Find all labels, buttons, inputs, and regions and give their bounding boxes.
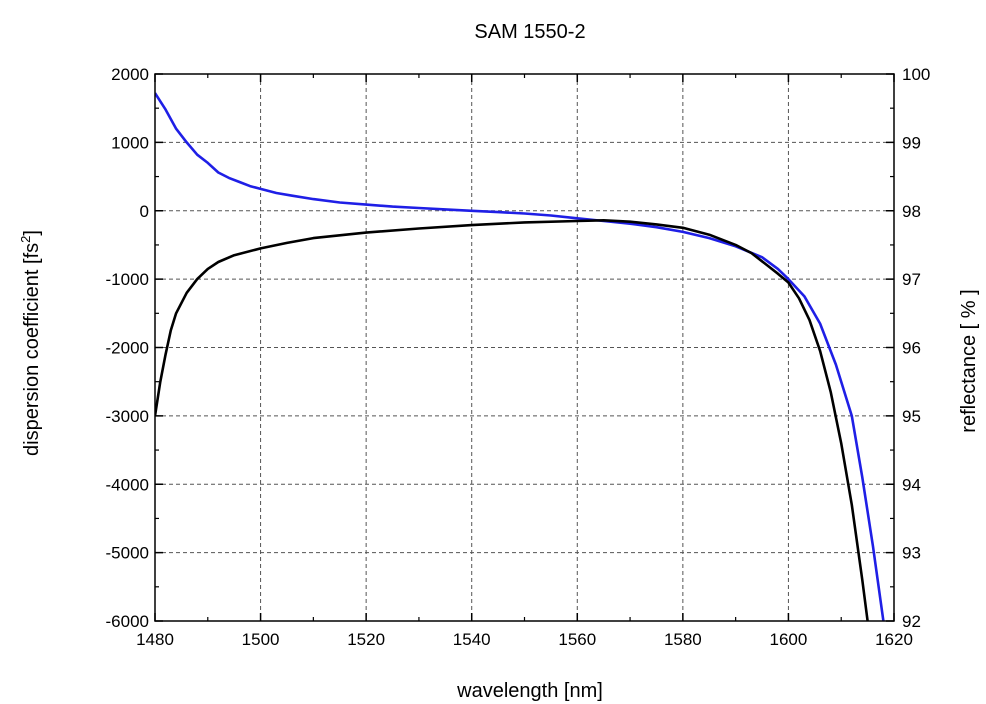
x-axis-title: wavelength [nm] [456, 680, 603, 702]
x-tick-label: 1540 [453, 630, 491, 649]
y-right-tick-label: 92 [902, 612, 921, 631]
y-left-tick-label: 0 [140, 202, 149, 221]
y-left-tick-label: 2000 [111, 65, 149, 84]
dispersion-line [155, 92, 885, 621]
y-right-tick-label: 94 [902, 475, 921, 494]
y-axis-left-title: dispersion coefficient [fs2] [18, 230, 43, 456]
y-right-tick-label: 98 [902, 202, 921, 221]
y-right-tick-label: 95 [902, 407, 921, 426]
y-right-tick-label: 100 [902, 65, 930, 84]
x-tick-label: 1500 [242, 630, 280, 649]
y-left-tick-label: 1000 [111, 133, 149, 152]
y-left-title-superscript: 2 [18, 236, 33, 243]
y-right-tick-label: 96 [902, 339, 921, 358]
plot-frame [154, 73, 895, 622]
y-left-tick-label: -3000 [106, 407, 149, 426]
y-left-tick-label: -2000 [106, 339, 149, 358]
y-right-tick-label: 99 [902, 133, 921, 152]
y-right-tick-label: 97 [902, 270, 921, 289]
reflectance-line [155, 219, 869, 621]
y-left-title-end: ] [21, 230, 43, 236]
chart-title: SAM 1550-2 [474, 21, 585, 43]
x-tick-label: 1600 [770, 630, 808, 649]
x-tick-label: 1480 [136, 630, 174, 649]
y-axis-right-title: reflectance [ % ] [958, 289, 980, 432]
y-left-title-main: dispersion coefficient [fs [21, 243, 43, 456]
x-tick-label: 1620 [875, 630, 913, 649]
y-left-tick-label: -6000 [106, 612, 149, 631]
x-tick-label: 1580 [664, 630, 702, 649]
y-left-tick-label: -5000 [106, 544, 149, 563]
x-tick-label: 1560 [558, 630, 596, 649]
y-right-tick-label: 93 [902, 544, 921, 563]
y-left-tick-label: -1000 [106, 270, 149, 289]
series-layer [155, 92, 885, 621]
x-tick-label: 1520 [347, 630, 385, 649]
gridlines [155, 74, 894, 621]
y-left-tick-label: -4000 [106, 475, 149, 494]
ticks: 1480 1500 1520 1540 1560 1580 1600 162020001000… [106, 65, 931, 649]
